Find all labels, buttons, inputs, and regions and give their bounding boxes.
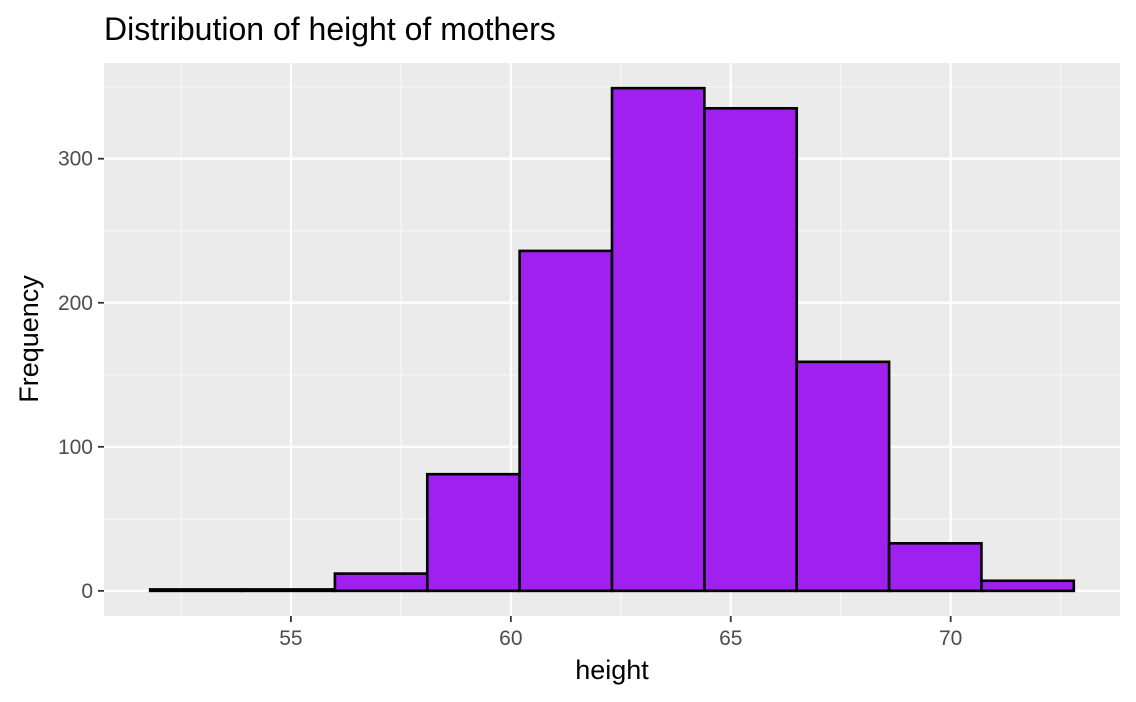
x-axis-title: height [575,655,649,685]
histogram-bar [518,249,614,593]
y-tick-label: 0 [81,580,93,603]
histogram-bar [980,579,1076,593]
x-tick-label: 55 [279,627,302,650]
histogram-bar [333,572,429,593]
histogram-bar [795,360,891,593]
histogram-bar [425,472,521,593]
histogram-bar [241,588,337,593]
x-axis: 55 60 65 70 [279,616,962,650]
histogram-bar [610,86,706,593]
histogram-bar [887,542,983,593]
x-tick-label: 65 [719,627,742,650]
histogram-bar [703,107,799,593]
y-axis: 0 100 200 300 [58,148,104,603]
y-axis-title: Frequency [14,275,44,403]
histogram-bar [148,588,244,593]
y-tick-label: 100 [58,436,93,459]
x-tick-label: 60 [499,627,522,650]
histogram-bars [148,86,1076,593]
y-tick-label: 300 [58,148,93,171]
x-tick-label: 70 [939,627,962,650]
y-tick-label: 200 [58,292,93,315]
chart-title: Distribution of height of mothers [104,11,556,47]
